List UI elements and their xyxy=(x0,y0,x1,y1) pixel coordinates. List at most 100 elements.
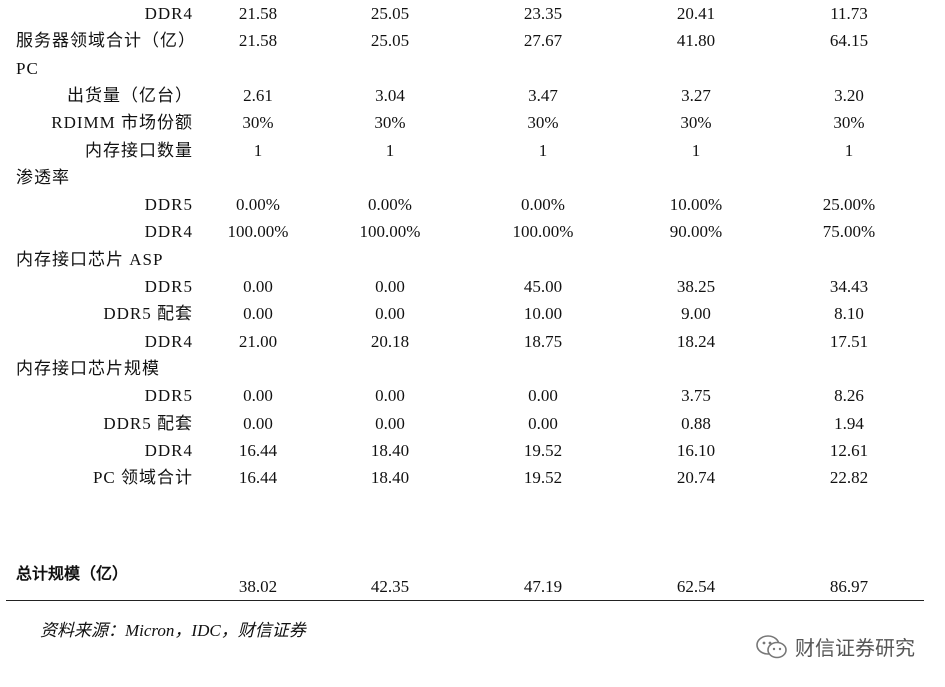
table-cell: 20.74 xyxy=(676,468,716,488)
total-cell: 62.54 xyxy=(676,577,716,596)
table-cell: 0.00 xyxy=(243,386,273,406)
table-cell: 0.88 xyxy=(681,413,711,433)
table-cell: 8.26 xyxy=(834,386,864,406)
table-cell: 41.80 xyxy=(676,31,716,51)
watermark: 财信证券研究 xyxy=(755,632,915,661)
row-label: PC 领域合计 xyxy=(92,468,193,488)
total-cell: 42.35 xyxy=(370,577,410,596)
row-label: DDR5 xyxy=(144,386,193,406)
table-cell: 0.00% xyxy=(521,195,565,215)
total-cell: 38.02 xyxy=(238,577,278,596)
table-cell: 18.40 xyxy=(370,440,410,460)
table-bottom-rule xyxy=(6,600,924,601)
table-row: DDR5 0.00% 0.00% 0.00% 10.00% 25.00% xyxy=(0,191,945,218)
table-cell: 30% xyxy=(833,113,865,133)
table-cell: 100.00% xyxy=(359,222,421,242)
table-cell: 90.00% xyxy=(669,222,723,242)
row-label: 服务器领域合计（亿） xyxy=(16,31,196,51)
table-cell: 1 xyxy=(538,140,548,160)
table-cell: 0.00 xyxy=(528,386,558,406)
table-cell: 0.00 xyxy=(528,413,558,433)
table-cell: 9.00 xyxy=(681,304,711,324)
table-row: 出货量（亿台） 2.61 3.04 3.47 3.27 3.20 xyxy=(0,82,945,109)
row-label: 出货量（亿台） xyxy=(67,85,193,105)
row-label: 内存接口芯片规模 xyxy=(16,358,160,378)
table-cell: 19.52 xyxy=(523,440,563,460)
total-cell: 86.97 xyxy=(829,577,869,596)
table-cell: 30% xyxy=(242,113,274,133)
table-cell: 1 xyxy=(385,140,395,160)
table-cell: 3.75 xyxy=(681,386,711,406)
table-row: DDR5 0.00 0.00 0.00 3.75 8.26 xyxy=(0,382,945,409)
table-cell: 0.00 xyxy=(375,386,405,406)
table-cell: 18.40 xyxy=(370,468,410,488)
table-cell: 12.61 xyxy=(829,440,869,460)
table-cell: 64.15 xyxy=(829,31,869,51)
table-row: DDR4 21.00 20.18 18.75 18.24 17.51 xyxy=(0,328,945,355)
table-cell: 10.00 xyxy=(523,304,563,324)
table-cell: 17.51 xyxy=(829,331,869,351)
table-cell: 1 xyxy=(691,140,701,160)
row-label: 渗透率 xyxy=(16,167,70,187)
table-cell: 27.67 xyxy=(523,31,563,51)
table-cell: 18.24 xyxy=(676,331,716,351)
table-cell: 0.00 xyxy=(243,304,273,324)
table-row: DDR4 16.44 18.40 19.52 16.10 12.61 xyxy=(0,437,945,464)
table-cell: 3.27 xyxy=(681,85,711,105)
table-cell: 22.82 xyxy=(829,468,869,488)
table-row: PC 领域合计 16.44 18.40 19.52 20.74 22.82 xyxy=(0,464,945,491)
table-cell: 30% xyxy=(680,113,712,133)
table-row: PC xyxy=(0,55,945,82)
table-cell: 25.00% xyxy=(822,195,876,215)
watermark-text: 财信证券研究 xyxy=(795,636,915,660)
table-cell: 18.75 xyxy=(523,331,563,351)
table-cell: 19.52 xyxy=(523,468,563,488)
row-label: 内存接口数量 xyxy=(85,140,193,160)
row-label: DDR5 配套 xyxy=(103,413,193,433)
total-label: 总计规模（亿） xyxy=(16,564,129,583)
table-cell: 21.58 xyxy=(238,4,278,23)
table-cell: 21.00 xyxy=(238,331,278,351)
row-label: PC xyxy=(16,58,39,78)
table-row: DDR5 0.00 0.00 45.00 38.25 34.43 xyxy=(0,273,945,300)
row-label: DDR5 配套 xyxy=(103,304,193,324)
table-row: 渗透率 xyxy=(0,164,945,191)
table-cell: 8.10 xyxy=(834,304,864,324)
row-label: DDR5 xyxy=(144,195,193,215)
row-label: DDR4 xyxy=(144,4,193,23)
table-cell: 16.44 xyxy=(238,440,278,460)
table-row: DDR5 配套 0.00 0.00 0.00 0.88 1.94 xyxy=(0,410,945,437)
table-cell: 3.47 xyxy=(528,85,558,105)
table-cell: 45.00 xyxy=(523,277,563,296)
row-label: RDIMM 市场份额 xyxy=(51,113,193,133)
table-cell: 1.94 xyxy=(834,413,864,433)
table-cell: 34.43 xyxy=(829,277,869,296)
table-cell: 10.00% xyxy=(669,195,723,215)
table-row: 服务器领域合计（亿） 21.58 25.05 27.67 41.80 64.15 xyxy=(0,27,945,54)
row-label: 内存接口芯片 ASP xyxy=(16,249,164,269)
table-cell: 0.00 xyxy=(375,277,405,296)
row-label: DDR4 xyxy=(144,440,193,460)
table-cell: 1 xyxy=(844,140,854,160)
table-cell: 30% xyxy=(527,113,559,133)
table-row: DDR5 配套 0.00 0.00 10.00 9.00 8.10 xyxy=(0,300,945,327)
table-cell: 30% xyxy=(374,113,406,133)
table-cell: 11.73 xyxy=(830,4,868,23)
table-cell: 16.44 xyxy=(238,468,278,488)
table-cell: 0.00 xyxy=(243,413,273,433)
table-cell: 0.00 xyxy=(243,277,273,296)
table-cell: 0.00% xyxy=(368,195,412,215)
row-label: DDR4 xyxy=(144,222,193,242)
table-row: DDR4 21.58 25.05 23.35 20.41 11.73 xyxy=(0,0,945,27)
table-row: 内存接口芯片 ASP xyxy=(0,246,945,273)
table-cell: 38.25 xyxy=(676,277,716,296)
table-cell: 20.18 xyxy=(370,331,410,351)
table-row: DDR4 100.00% 100.00% 100.00% 90.00% 75.00% xyxy=(0,218,945,245)
table-cell: 2.61 xyxy=(243,85,273,105)
table-cell: 100.00% xyxy=(227,222,289,242)
total-row: 38.02 42.35 47.19 62.54 86.97 xyxy=(0,573,945,600)
table-cell: 0.00 xyxy=(375,413,405,433)
table-row: 内存接口数量 1 1 1 1 1 xyxy=(0,137,945,164)
source-note: 资料来源：Micron，IDC，财信证券 xyxy=(40,621,306,640)
table-row: 内存接口芯片规模 xyxy=(0,355,945,382)
